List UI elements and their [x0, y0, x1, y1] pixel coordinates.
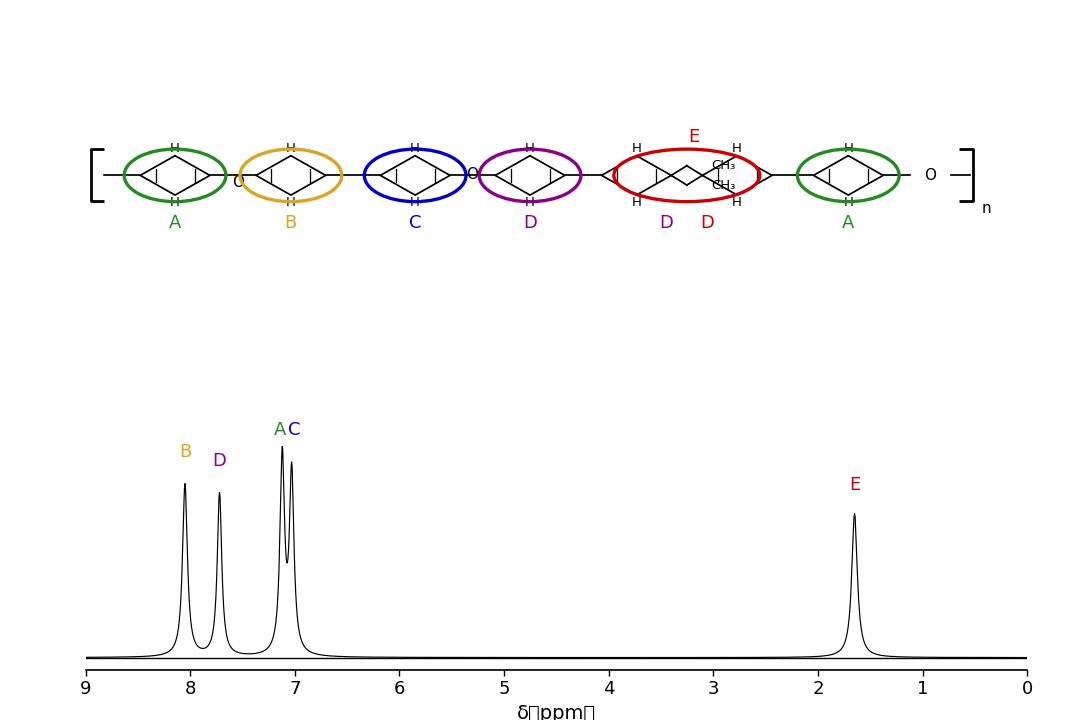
- Text: H: H: [286, 196, 295, 209]
- Text: A: A: [842, 214, 855, 232]
- Text: H: H: [631, 143, 641, 156]
- Text: C: C: [288, 421, 300, 439]
- Text: O: O: [467, 167, 478, 182]
- Text: H: H: [631, 196, 641, 209]
- Text: CH₃: CH₃: [712, 179, 736, 192]
- Text: B: B: [179, 443, 192, 461]
- Text: H: H: [170, 196, 180, 209]
- Text: E: E: [849, 477, 860, 495]
- Text: O: O: [924, 168, 936, 183]
- Text: O: O: [232, 175, 244, 190]
- Text: C: C: [409, 214, 422, 232]
- Text: D: D: [523, 214, 537, 232]
- Text: H: H: [286, 143, 295, 156]
- Text: H: H: [170, 143, 180, 156]
- Text: D: D: [213, 452, 227, 470]
- Text: H: H: [525, 143, 535, 156]
- Text: H: H: [410, 196, 421, 209]
- Text: H: H: [732, 196, 743, 209]
- Text: n: n: [982, 201, 992, 215]
- Text: A: A: [274, 421, 287, 439]
- Text: H: H: [843, 143, 853, 156]
- Text: B: B: [285, 214, 297, 232]
- X-axis label: δ（ppm）: δ（ppm）: [517, 703, 596, 720]
- Text: H: H: [843, 196, 853, 209]
- Text: H: H: [410, 143, 421, 156]
- Text: CH₃: CH₃: [712, 159, 736, 172]
- Text: D: D: [701, 214, 715, 232]
- Text: H: H: [732, 143, 743, 156]
- Text: D: D: [659, 214, 673, 232]
- Text: A: A: [169, 214, 181, 232]
- Text: E: E: [689, 127, 700, 145]
- Text: H: H: [525, 196, 535, 209]
